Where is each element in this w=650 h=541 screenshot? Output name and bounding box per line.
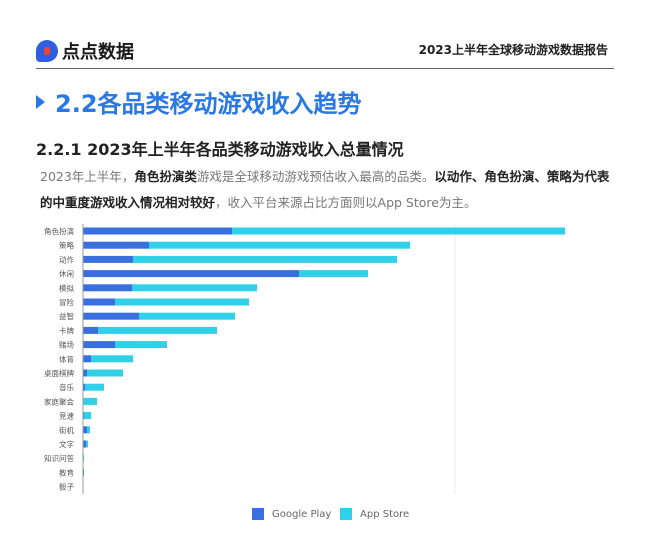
section-title-text: 2.2各品类移动游戏收入趋势 (55, 90, 362, 118)
legend-google-play: Google Play (252, 508, 331, 520)
p2: 角色扮演类 (134, 169, 197, 184)
category-label: 街机 (59, 425, 74, 435)
paragraph: 2023年上半年，角色扮演类游戏是全球移动游戏预估收入最高的品类。以动作、角色扮… (40, 164, 620, 216)
bar-app-store (85, 383, 104, 391)
category-label: 家庭聚会 (44, 396, 74, 406)
bar-google-play (83, 440, 86, 448)
legend-swatch (252, 508, 264, 520)
logo-text: 点点数据 (62, 42, 134, 63)
category-label: 桌面棋牌 (44, 368, 74, 378)
p1: 2023年上半年， (40, 169, 135, 184)
legend-label: Google Play (272, 508, 332, 520)
category-label: 卡牌 (59, 325, 74, 335)
bar-app-store (86, 440, 88, 448)
bar-google-play (83, 270, 299, 278)
category-label: 角色扮演 (44, 226, 74, 236)
bar-app-store (84, 412, 91, 420)
legend-swatch (340, 508, 352, 520)
bar-app-store (132, 284, 257, 292)
category-label: 模拟 (59, 283, 74, 293)
category-label: 休闲 (59, 269, 74, 279)
bar-app-store (83, 397, 97, 405)
legend-app-store: App Store (340, 508, 409, 520)
bar-app-store (299, 270, 368, 278)
bar-google-play (83, 426, 87, 434)
category-label: 体育 (59, 354, 74, 364)
p5: ，收入平台来源占比方面则以App Store为主。 (215, 195, 477, 210)
bar-app-store (115, 341, 167, 349)
bar-google-play (83, 227, 232, 235)
category-label: 动作 (59, 254, 74, 264)
category-label: 竞速 (59, 411, 74, 421)
category-label: 知识问答 (44, 453, 74, 463)
bar-google-play (83, 312, 139, 320)
bar-app-store (98, 326, 217, 334)
category-label: 赌场 (59, 340, 74, 350)
bar-app-store (139, 312, 235, 320)
category-label: 冒险 (59, 297, 74, 307)
report-title: 2023上半年全球移动游戏数据报告 (418, 43, 608, 57)
logo-icon (36, 40, 58, 62)
bar-google-play (83, 369, 87, 377)
header-divider (36, 68, 614, 69)
p4: 以动作、角色扮演、策略为代表的中重度游戏收入情况相对较好 (40, 169, 610, 210)
bar-app-store (149, 241, 410, 249)
bar-google-play (83, 326, 98, 334)
bar-google-play (83, 383, 85, 391)
category-label: 文字 (59, 439, 74, 449)
category-label: 骰子 (59, 483, 74, 492)
bar-google-play (83, 298, 115, 306)
category-label: 教育 (59, 467, 74, 477)
bar-app-store (91, 355, 133, 363)
bar-app-store (232, 227, 565, 235)
bar-app-store (133, 255, 397, 263)
section-title: 2.2各品类移动游戏收入趋势 (36, 84, 362, 119)
bar-google-play (83, 341, 115, 349)
bar-google-play (83, 355, 91, 363)
bar-app-store (87, 369, 123, 377)
bar-app-store (115, 298, 249, 306)
bar-google-play (83, 255, 133, 263)
logo: 点点数据 (36, 38, 134, 64)
bar-app-store (87, 426, 90, 434)
subsection-title: 2.2.1 2023年上半年各品类移动游戏收入总量情况 (36, 140, 404, 159)
category-label: 策略 (59, 240, 74, 250)
p3: 游戏是全球移动游戏预估收入最高的品类。 (196, 169, 435, 184)
bar-google-play (83, 241, 149, 249)
triangle-icon (36, 94, 45, 109)
category-label: 音乐 (59, 382, 74, 392)
category-label: 益智 (59, 311, 74, 321)
legend-label: App Store (360, 508, 410, 520)
bar-google-play (83, 284, 132, 292)
